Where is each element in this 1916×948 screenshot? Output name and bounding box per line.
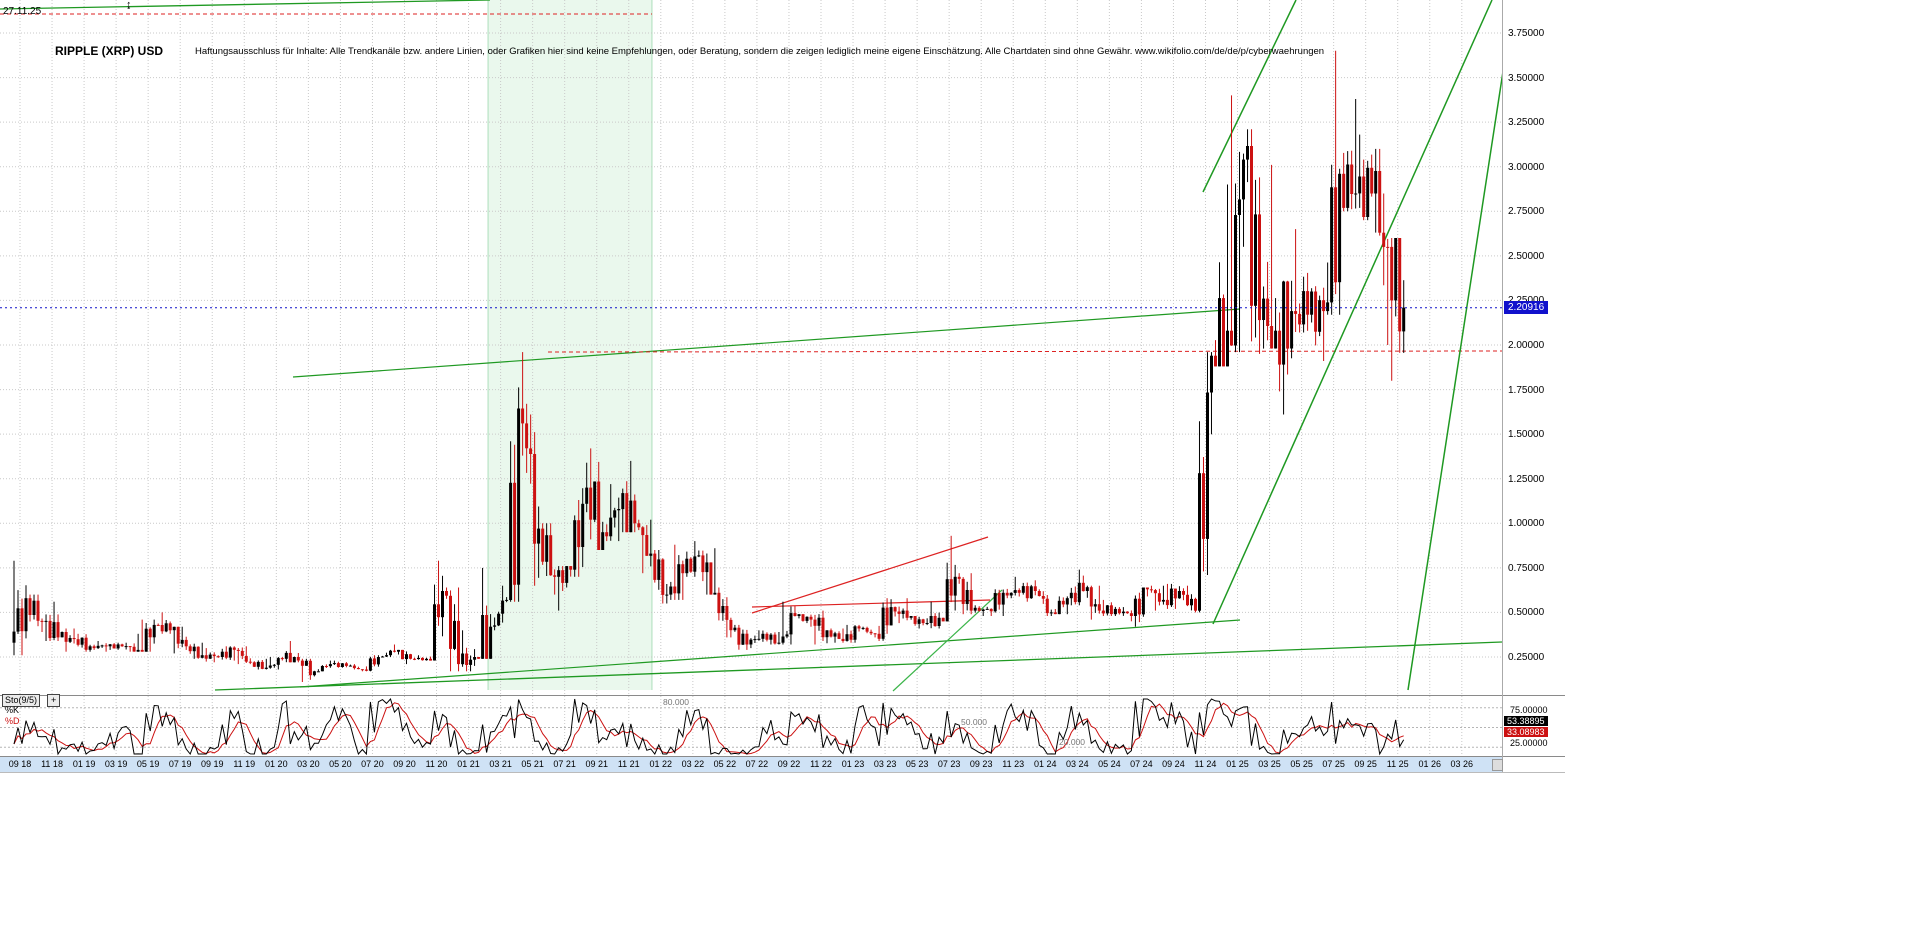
price-axis-label: 1.50000 bbox=[1508, 429, 1545, 441]
current-price-badge: 2.20916 bbox=[1504, 300, 1549, 314]
indicator-name-button[interactable]: Sto(9/5) bbox=[2, 694, 41, 707]
date-axis-label: 11 19 bbox=[233, 759, 256, 769]
stochastic-d-value-badge: 33.08983 bbox=[1504, 727, 1548, 737]
price-axis-label: 3.50000 bbox=[1508, 72, 1545, 84]
date-axis-label: 05 20 bbox=[329, 759, 352, 769]
date-axis-label: 05 22 bbox=[713, 759, 737, 769]
stochastic-d-label: %D bbox=[5, 716, 20, 726]
trend-lines bbox=[0, 0, 1502, 692]
date-axis-label: 07 23 bbox=[937, 759, 961, 769]
date-axis-label: 01 24 bbox=[1034, 759, 1057, 769]
chart-title: RIPPLE (XRP) USD bbox=[55, 44, 164, 58]
date-axis-label: 01 21 bbox=[457, 759, 480, 769]
price-axis-label: 1.00000 bbox=[1508, 518, 1545, 530]
axis-marker-icon: ↨ bbox=[126, 0, 132, 11]
price-axis-label: 1.25000 bbox=[1508, 473, 1545, 485]
level-20-label: 20.000 bbox=[1059, 737, 1085, 747]
price-axis-label: 1.75000 bbox=[1508, 384, 1545, 396]
price-axis-label: 2.00000 bbox=[1508, 340, 1545, 351]
date-axis-label: 03 20 bbox=[297, 759, 320, 769]
price-axis-label: 2.50000 bbox=[1508, 250, 1545, 262]
date-axis-label: 07 22 bbox=[745, 759, 769, 769]
date-axis-label: 05 23 bbox=[905, 759, 929, 769]
date-axis-label: 09 23 bbox=[969, 759, 993, 769]
date-axis-label: 01 20 bbox=[265, 759, 288, 769]
scrollbar-corner[interactable] bbox=[1492, 759, 1503, 771]
price-axis-label: 0.25000 bbox=[1508, 652, 1545, 663]
date-axis-label: 01 22 bbox=[649, 759, 673, 769]
price-axis-label: 2.75000 bbox=[1508, 206, 1545, 218]
date-axis-label: 11 25 bbox=[1386, 759, 1409, 769]
date-axis-label: 11 20 bbox=[425, 759, 448, 769]
date-axis-label: 11 18 bbox=[41, 759, 63, 769]
candlestick-series bbox=[12, 50, 1406, 682]
date-axis-label: 11 23 bbox=[1002, 759, 1025, 769]
date-axis-label: 05 25 bbox=[1290, 759, 1313, 769]
date-axis-label: 03 24 bbox=[1066, 759, 1089, 769]
date-axis-label: 11 24 bbox=[1194, 759, 1217, 769]
date-axis-label: 03 22 bbox=[681, 759, 705, 769]
date-axis-label: 03 21 bbox=[489, 759, 512, 769]
stochastic-series bbox=[13, 698, 1405, 756]
price-axis-label: 0.50000 bbox=[1508, 607, 1545, 619]
date-axis-label: 01 26 bbox=[1418, 759, 1442, 769]
last-date-label: 27.11.25 bbox=[3, 6, 42, 17]
date-axis-label: 01 19 bbox=[72, 759, 96, 769]
date-axis-label: 03 25 bbox=[1258, 759, 1281, 769]
date-axis-label: 05 19 bbox=[136, 759, 160, 769]
date-axis-label: 09 18 bbox=[8, 759, 32, 769]
date-axis-label: 05 24 bbox=[1098, 759, 1121, 769]
stochastic-k-value-badge: 53.38895 bbox=[1504, 716, 1548, 726]
date-axis-label: 09 19 bbox=[200, 759, 224, 769]
date-axis-label: 07 25 bbox=[1322, 759, 1345, 769]
add-indicator-button[interactable]: + bbox=[47, 694, 61, 707]
date-axis-label: 07 19 bbox=[168, 759, 192, 769]
price-axis-label: 0.75000 bbox=[1508, 562, 1545, 574]
date-axis-label: 11 21 bbox=[617, 759, 640, 769]
date-axis-label: 03 23 bbox=[873, 759, 897, 769]
price-axis-label: 3.75000 bbox=[1508, 28, 1545, 39]
panel-axis-label-25: 25.00000 bbox=[1510, 738, 1548, 748]
date-axis-label: 07 24 bbox=[1130, 759, 1153, 769]
level-50-label: 50.000 bbox=[961, 717, 987, 727]
date-axis-label: 03 26 bbox=[1450, 759, 1474, 769]
level-80-label: 80.000 bbox=[663, 697, 689, 707]
date-axis-label: 09 24 bbox=[1162, 759, 1185, 769]
date-axis[interactable]: 09 18 11 18 01 19 03 19 05 19 07 19 09 19 11 19… bbox=[0, 757, 1502, 772]
date-axis-label: 05 21 bbox=[521, 759, 544, 769]
price-axis-label: 3.00000 bbox=[1508, 161, 1545, 173]
date-axis-label: 07 20 bbox=[361, 759, 384, 769]
date-axis-label: 01 23 bbox=[841, 759, 865, 769]
gridlines bbox=[0, 0, 1502, 756]
date-axis-label: 09 21 bbox=[585, 759, 608, 769]
date-axis-label: 11 22 bbox=[810, 759, 832, 769]
date-axis-label: 03 19 bbox=[104, 759, 128, 769]
panel-axis-label-75: 75.00000 bbox=[1510, 705, 1548, 715]
stochastic-k-label: %K bbox=[5, 705, 20, 715]
disclaimer-text: Haftungsausschluss für Inhalte: Alle Tre… bbox=[195, 46, 1325, 57]
price-axis-label: 3.25000 bbox=[1508, 117, 1545, 129]
date-axis-label: 09 20 bbox=[393, 759, 416, 769]
date-axis-label: 07 21 bbox=[553, 759, 576, 769]
date-axis-label: 01 25 bbox=[1226, 759, 1249, 769]
date-axis-label: 09 25 bbox=[1354, 759, 1377, 769]
date-axis-label: 09 22 bbox=[777, 759, 801, 769]
